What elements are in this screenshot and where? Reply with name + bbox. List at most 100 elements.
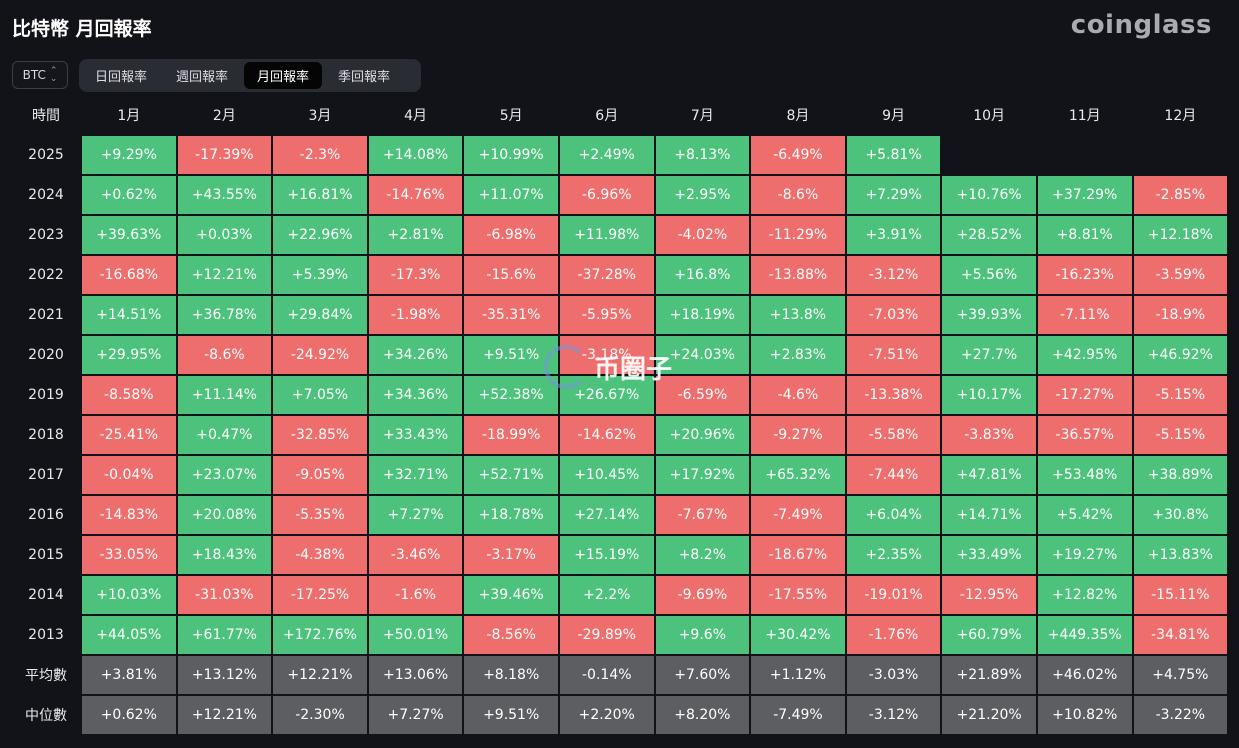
stat-label: 中位數 [25, 708, 67, 724]
year-row: 2015 -33.05% +18.43% -4.38% -3.46% -3.17% +15.… [12, 536, 1228, 574]
stat-row: 平均數 +3.81% +13.12% +12.21% +13.06% +8.18% -0.1… [12, 656, 1228, 694]
return-cell: +50.01% [368, 616, 463, 654]
return-cell: -31.03% [177, 576, 272, 614]
return-cell: +8.2% [655, 536, 750, 574]
return-cell: +12.82% [1037, 576, 1132, 614]
month-header: 5月 [499, 108, 523, 124]
return-cell: +449.35% [1037, 616, 1132, 654]
year-label: 2016 [28, 507, 64, 523]
return-cell: +20.96% [655, 416, 750, 454]
return-cell: -7.67% [655, 496, 750, 534]
tab-weekly[interactable]: 週回報率 [176, 70, 229, 85]
month-header: 4月 [404, 108, 428, 124]
year-row: 2021 +14.51% +36.78% +29.84% -1.98% -35.31% -5… [12, 296, 1228, 334]
return-cell: -5.15% [1133, 376, 1228, 414]
return-cell: +7.29% [846, 176, 941, 214]
year-label: 2020 [28, 347, 64, 363]
return-cell: +14.71% [942, 496, 1036, 534]
return-cell: +2.95% [655, 176, 750, 214]
return-cell: -17.39% [177, 136, 272, 174]
stat-cell: +8.18% [464, 656, 558, 694]
stat-cell: -3.03% [846, 656, 941, 694]
return-cell: +33.49% [942, 536, 1036, 574]
month-header: 12月 [1164, 108, 1197, 124]
stat-cell: +13.12% [177, 656, 272, 694]
return-cell: +2.83% [751, 336, 845, 374]
return-cell: +30.42% [751, 616, 845, 654]
stat-cell: +0.62% [82, 696, 176, 734]
return-cell: -11.29% [751, 216, 845, 254]
year-row: 2014 +10.03% -31.03% -17.25% -1.6% +39.46% +2.… [12, 576, 1228, 614]
return-cell: -5.15% [1133, 416, 1228, 454]
return-cell: +9.6% [655, 616, 750, 654]
return-cell: +32.71% [368, 456, 463, 494]
return-cell: +17.92% [655, 456, 750, 494]
return-cell: -33.05% [82, 536, 176, 574]
return-cell: +172.76% [273, 616, 367, 654]
month-header: 10月 [973, 108, 1006, 124]
return-cell: +9.29% [82, 136, 176, 174]
return-cell: -9.69% [655, 576, 750, 614]
return-cell: -14.83% [82, 496, 176, 534]
stat-cell: +7.27% [368, 696, 463, 734]
month-header: 11月 [1068, 108, 1101, 124]
stat-cell: +12.21% [177, 696, 272, 734]
return-cell: -3.17% [464, 536, 558, 574]
tab-daily[interactable]: 日回報率 [95, 70, 148, 85]
return-cell: +18.19% [655, 296, 750, 334]
return-cell: +19.27% [1037, 536, 1132, 574]
return-cell: -18.67% [751, 536, 845, 574]
return-cell: +30.8% [1133, 496, 1228, 534]
return-cell: -9.27% [751, 416, 845, 454]
return-cell: +23.07% [177, 456, 272, 494]
return-cell: +16.81% [273, 176, 367, 214]
stat-cell: +9.51% [464, 696, 558, 734]
stat-cell: -7.49% [751, 696, 845, 734]
return-cell: -19.01% [846, 576, 941, 614]
return-cell: -7.44% [846, 456, 941, 494]
month-header: 2月 [212, 108, 236, 124]
stat-cell: +21.89% [942, 656, 1036, 694]
return-cell: -32.85% [273, 416, 367, 454]
return-cell: +52.38% [464, 376, 558, 414]
stat-cell: +7.60% [655, 656, 750, 694]
return-cell: +65.32% [751, 456, 845, 494]
return-cell: +11.98% [559, 216, 654, 254]
year-label: 2022 [28, 267, 64, 283]
return-cell: -2.3% [273, 136, 367, 174]
year-label: 2019 [28, 387, 64, 403]
year-label: 2013 [28, 627, 64, 643]
stat-label: 平均數 [25, 668, 67, 684]
return-cell: +60.79% [942, 616, 1036, 654]
return-cell: +14.08% [368, 136, 463, 174]
return-cell: -5.95% [559, 296, 654, 334]
return-cell: -15.11% [1133, 576, 1228, 614]
return-cell: -36.57% [1037, 416, 1132, 454]
return-cell: -1.98% [368, 296, 463, 334]
return-cell: +29.95% [82, 336, 176, 374]
return-cell: +13.8% [751, 296, 845, 334]
tab-monthly[interactable]: 月回報率 [244, 62, 323, 89]
return-cell: -6.49% [751, 136, 845, 174]
return-cell [1134, 136, 1228, 174]
return-cell: +24.03% [655, 336, 750, 374]
return-cell: +13.83% [1133, 536, 1228, 574]
stat-cell: +4.75% [1133, 656, 1228, 694]
stat-row: 中位數 +0.62% +12.21% -2.30% +7.27% +9.51% +2.20%… [12, 696, 1228, 734]
year-label: 2014 [28, 587, 64, 603]
year-label: 2024 [28, 187, 64, 203]
year-row: 2022 -16.68% +12.21% +5.39% -17.3% -15.6% -37.… [12, 256, 1228, 294]
return-cell: -7.03% [846, 296, 941, 334]
tab-quarterly[interactable]: 季回報率 [338, 70, 391, 85]
period-tabs: 日回報率 週回報率 月回報率 季回報率 [79, 59, 421, 92]
stat-cell: +12.21% [273, 656, 367, 694]
return-cell: -4.6% [751, 376, 845, 414]
page-title: 比特幣 月回報率 [12, 18, 152, 40]
year-row: 2018 -25.41% +0.47% -32.85% +33.43% -18.99% -1… [12, 416, 1228, 454]
return-cell: -1.76% [846, 616, 941, 654]
return-cell: +39.63% [82, 216, 176, 254]
coin-select[interactable]: BTC ⌃ ⌄ [12, 61, 68, 89]
brand-logo: coinglass [1070, 10, 1212, 40]
year-label: 2023 [28, 227, 64, 243]
return-cell: -5.35% [273, 496, 367, 534]
